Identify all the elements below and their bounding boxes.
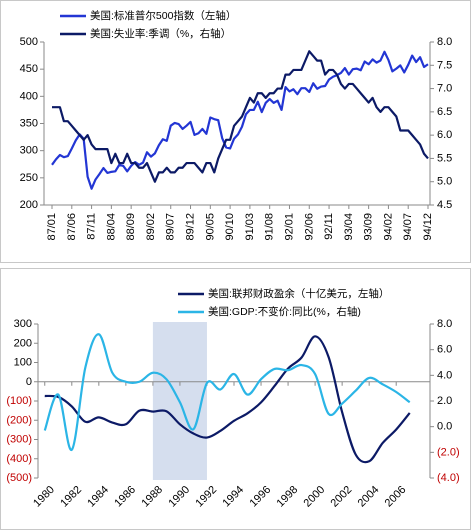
x-tick-label: 92/11	[323, 213, 335, 240]
series-line	[51, 50, 429, 190]
y2-tick-label: 2.0	[437, 395, 452, 407]
x-tick-label: 87/01	[46, 213, 58, 241]
x-tick-label: 87/11	[86, 213, 98, 240]
y-tick-label: 200	[14, 337, 32, 349]
y2-tick-label: 5.0	[437, 176, 452, 188]
x-tick-label: 88/09	[125, 213, 137, 241]
x-tick-label: 94/12	[422, 213, 434, 241]
x-tick-label: 1980	[31, 484, 57, 510]
x-tick-label: 1982	[58, 484, 84, 510]
x-tick-label: 1986	[112, 484, 138, 510]
legend: 美国:标准普尔500指数（左轴） 美国:失业率:季调（%，右轴）	[60, 9, 236, 40]
x-tick-label: 93/04	[343, 213, 355, 241]
y-tick-label: 300	[14, 318, 32, 330]
y2-tick-label: 7.5	[437, 59, 452, 71]
y-tick-label: 500	[20, 36, 38, 48]
x-tick-label: 1992	[193, 484, 219, 510]
x-tick-label: 91/08	[264, 213, 276, 241]
y2-tick-label: 5.5	[437, 152, 452, 164]
y2-tick-label: 6.0	[437, 344, 452, 356]
x-tick-label: 1988	[139, 484, 165, 510]
y-tick-label: 450	[20, 63, 38, 75]
y-tick-label: 0	[26, 376, 32, 388]
x-tick-label: 1984	[85, 484, 111, 510]
x-tick-label: 94/02	[382, 213, 394, 241]
x-tick-label: 1994	[220, 484, 246, 510]
y2-tick-label: 4.0	[437, 369, 452, 381]
y-tick-label: 350	[20, 118, 38, 130]
x-tick-label: 2006	[383, 484, 409, 510]
panel-frame	[0, 0, 471, 263]
x-tick-label: 2004	[356, 484, 382, 510]
legend-label: 美国:标准普尔500指数（左轴）	[90, 9, 236, 22]
x-tick-label: 92/06	[303, 213, 315, 241]
series-line	[52, 50, 429, 183]
y2-tick-label: 6.0	[437, 129, 452, 141]
x-tick-label: 90/10	[224, 213, 236, 241]
y2-tick-label: (2.0)	[437, 446, 460, 458]
x-tick-label: 89/07	[165, 213, 177, 241]
x-tick-label: 1998	[275, 484, 301, 510]
y-tick-label: (100)	[6, 395, 32, 407]
series-line	[44, 335, 411, 464]
y-tick-label: 250	[20, 172, 38, 184]
y2-tick-label: (4.0)	[437, 472, 460, 484]
y-tick-label: 400	[20, 90, 38, 102]
x-tick-label: 87/06	[66, 213, 78, 241]
x-tick-label: 94/07	[402, 213, 414, 241]
y2-tick-label: 4.5	[437, 199, 452, 211]
x-tick-label: 89/02	[145, 213, 157, 241]
x-tick-label: 92/01	[283, 213, 295, 241]
legend-label: 美国:失业率:季调（%，右轴）	[90, 27, 231, 40]
x-tick-label: 1990	[166, 484, 192, 510]
x-tick-label: 90/05	[204, 213, 216, 241]
x-tick-label: 88/04	[105, 213, 117, 241]
x-tick-label: 2002	[329, 484, 355, 510]
y2-tick-label: 8.0	[437, 318, 452, 330]
y-tick-label: (500)	[6, 472, 32, 484]
y-tick-label: (300)	[6, 434, 32, 446]
y-tick-label: 300	[20, 145, 38, 157]
x-tick-label: 93/09	[363, 213, 375, 241]
series-line	[43, 333, 411, 451]
y-tick-label: (400)	[6, 453, 32, 465]
y-tick-label: (200)	[6, 414, 32, 426]
x-tick-label: 2000	[302, 484, 328, 510]
x-tick-label: 89/12	[185, 213, 197, 241]
panel-frame	[0, 268, 471, 530]
x-tick-label: 1996	[247, 484, 273, 510]
legend-label: 美国:GDP:不变价:同比(%，右轴)	[208, 305, 361, 318]
legend: 美国:联邦财政盈余（十亿美元，左轴） 美国:GDP:不变价:同比(%，右轴)	[178, 287, 389, 318]
x-tick-label: 91/03	[244, 213, 256, 241]
y-tick-label: 200	[20, 199, 38, 211]
y2-tick-label: 7.0	[437, 83, 452, 95]
legend-label: 美国:联邦财政盈余（十亿美元，左轴）	[208, 287, 389, 300]
y2-tick-label: 0.0	[437, 421, 452, 433]
y-tick-label: 100	[14, 357, 32, 369]
y2-tick-label: 8.0	[437, 36, 452, 48]
y2-tick-label: 6.5	[437, 106, 452, 118]
